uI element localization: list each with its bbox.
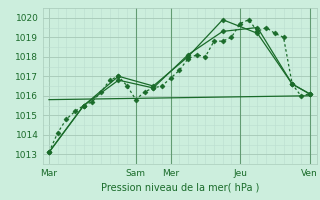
X-axis label: Pression niveau de la mer( hPa ): Pression niveau de la mer( hPa ) (101, 182, 259, 192)
